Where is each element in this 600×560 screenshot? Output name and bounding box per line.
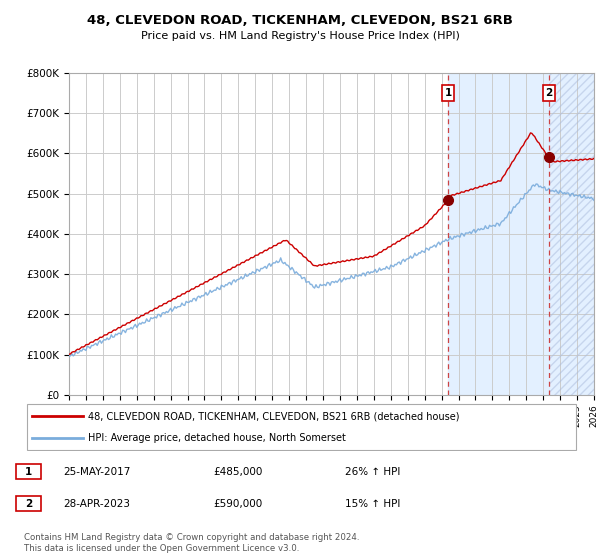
- Text: 26% ↑ HPI: 26% ↑ HPI: [345, 467, 400, 477]
- Text: £485,000: £485,000: [213, 467, 262, 477]
- Text: £590,000: £590,000: [213, 499, 262, 509]
- Text: 48, CLEVEDON ROAD, TICKENHAM, CLEVEDON, BS21 6RB (detached house): 48, CLEVEDON ROAD, TICKENHAM, CLEVEDON, …: [88, 411, 460, 421]
- Text: 48, CLEVEDON ROAD, TICKENHAM, CLEVEDON, BS21 6RB: 48, CLEVEDON ROAD, TICKENHAM, CLEVEDON, …: [87, 14, 513, 27]
- Text: 15% ↑ HPI: 15% ↑ HPI: [345, 499, 400, 509]
- Text: Price paid vs. HM Land Registry's House Price Index (HPI): Price paid vs. HM Land Registry's House …: [140, 31, 460, 41]
- Text: 1: 1: [25, 467, 32, 477]
- Text: HPI: Average price, detached house, North Somerset: HPI: Average price, detached house, Nort…: [88, 433, 346, 443]
- Text: Contains HM Land Registry data © Crown copyright and database right 2024.
This d: Contains HM Land Registry data © Crown c…: [24, 534, 359, 553]
- Text: 28-APR-2023: 28-APR-2023: [63, 499, 130, 509]
- FancyBboxPatch shape: [27, 404, 577, 450]
- Bar: [448, 73, 594, 395]
- Bar: [549, 73, 594, 395]
- Text: 1: 1: [445, 88, 452, 98]
- Text: 2: 2: [25, 499, 32, 509]
- Text: 2: 2: [545, 88, 553, 98]
- Text: 25-MAY-2017: 25-MAY-2017: [63, 467, 130, 477]
